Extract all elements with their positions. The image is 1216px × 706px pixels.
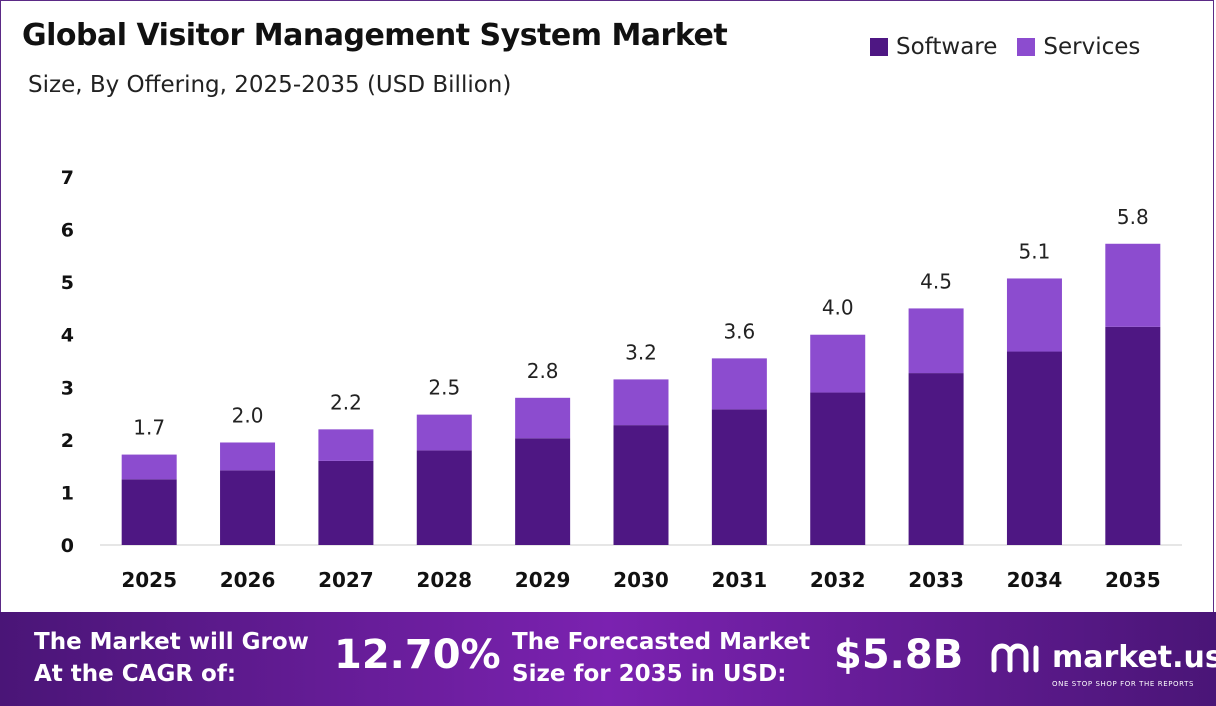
brand-name: market.us [1052, 640, 1216, 675]
data-label-2035: 5.8 [1117, 205, 1149, 229]
legend-label-services: Services [1043, 34, 1141, 60]
y-tick-label: 6 [61, 220, 74, 242]
bar-software-2032 [810, 392, 866, 545]
brand-logo: market.us ONE STOP SHOP FOR THE REPORTS [990, 640, 1216, 688]
market-us-logo-icon [991, 643, 1039, 672]
bar-services-2031 [711, 358, 767, 410]
chart-subtitle: Size, By Offering, 2025-2035 (USD Billio… [28, 72, 512, 98]
bar-software-2029 [515, 438, 571, 545]
chart-frame [0, 0, 1214, 612]
legend-item-services: Services [1017, 34, 1140, 60]
bar-chart: 0 1 2 3 4 5 6 7 1.7 2025 2.0 2026 2.2 2027 2.5 2028 2.8 2… [61, 167, 1182, 592]
bar-software-2030 [613, 425, 669, 545]
bar-services-2029 [515, 397, 571, 439]
bar-services-2030 [613, 379, 669, 426]
bar-services-2028 [416, 414, 472, 451]
x-tick-label-2035: 2035 [1105, 568, 1161, 592]
chart-legend: Software Services [870, 34, 1140, 60]
legend-swatch-services [1017, 38, 1036, 56]
x-tick-label-2026: 2026 [220, 568, 276, 592]
data-label-2027: 2.2 [330, 390, 362, 414]
bar-software-2031 [711, 409, 767, 545]
cagr-label: The Market will Grow At the CAGR of: [34, 629, 309, 687]
bar-services-2035 [1105, 243, 1161, 327]
bar-software-2027 [318, 460, 374, 545]
cagr-value: 12.70% [334, 632, 501, 678]
legend-label-software: Software [896, 34, 998, 60]
bar-services-2027 [318, 429, 374, 461]
x-tick-label-2028: 2028 [416, 568, 472, 592]
x-tick-label-2034: 2034 [1007, 568, 1063, 592]
bar-services-2033 [908, 308, 964, 374]
bar-software-2033 [908, 373, 964, 545]
data-label-2030: 3.2 [625, 340, 657, 364]
chart-title: Global Visitor Management System Market [22, 18, 728, 53]
data-label-2029: 2.8 [527, 359, 559, 383]
data-label-2031: 3.6 [723, 319, 755, 343]
data-label-2026: 2.0 [232, 403, 264, 427]
data-label-2033: 4.5 [920, 269, 952, 293]
data-label-2034: 5.1 [1019, 239, 1051, 263]
bar-software-2025 [121, 479, 177, 545]
summary-banner: The Market will Grow At the CAGR of: 12.… [0, 612, 1216, 706]
bar-services-2025 [121, 454, 177, 480]
x-tick-label-2025: 2025 [121, 568, 177, 592]
data-label-2028: 2.5 [428, 376, 460, 400]
x-tick-label-2031: 2031 [712, 568, 768, 592]
bar-software-2026 [220, 470, 276, 545]
legend-item-software: Software [870, 34, 997, 60]
bar-services-2034 [1006, 278, 1062, 352]
bar-software-2028 [416, 450, 472, 545]
brand-tagline: ONE STOP SHOP FOR THE REPORTS [1052, 680, 1195, 688]
y-tick-label: 7 [61, 167, 74, 189]
x-tick-label-2030: 2030 [613, 568, 669, 592]
y-tick-label: 4 [61, 325, 74, 347]
y-tick-label: 1 [61, 482, 74, 504]
y-tick-label: 5 [61, 272, 74, 294]
data-label-2025: 1.7 [133, 416, 165, 440]
x-tick-label-2032: 2032 [810, 568, 866, 592]
data-label-2032: 4.0 [822, 296, 854, 320]
forecast-label: The Forecasted Market Size for 2035 in U… [512, 629, 811, 687]
forecast-value: $5.8B [834, 632, 964, 678]
bar-software-2034 [1006, 351, 1062, 545]
x-tick-label-2033: 2033 [908, 568, 964, 592]
y-tick-label: 3 [61, 377, 74, 399]
y-tick-label: 2 [61, 430, 74, 452]
x-tick-label-2027: 2027 [318, 568, 374, 592]
bar-services-2032 [810, 334, 866, 393]
bar-software-2035 [1105, 326, 1161, 545]
x-tick-label-2029: 2029 [515, 568, 571, 592]
legend-swatch-software [870, 38, 888, 56]
y-tick-label: 0 [61, 535, 74, 557]
bar-services-2026 [220, 442, 276, 471]
